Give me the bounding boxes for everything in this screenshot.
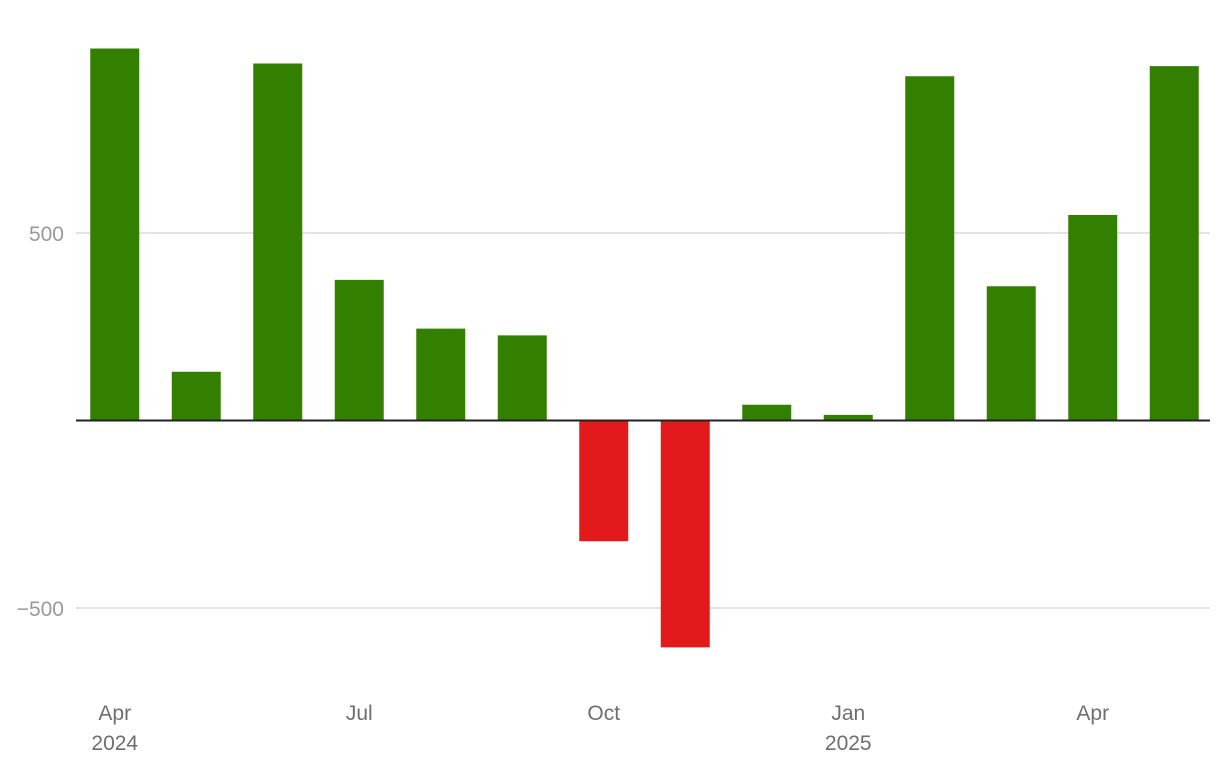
- bar: [334, 279, 384, 421]
- x-tick-label: Oct: [587, 702, 620, 725]
- bar: [1068, 215, 1118, 421]
- bar: [905, 76, 955, 421]
- bar: [416, 328, 466, 421]
- x-tick-label: Apr: [98, 702, 131, 725]
- bar: [497, 335, 547, 421]
- y-tick-label: −500: [17, 598, 64, 621]
- bar: [90, 48, 140, 421]
- y-tick-label: 500: [29, 223, 64, 246]
- bar: [1149, 66, 1199, 421]
- bar-layer: [90, 48, 1199, 648]
- label-layer: −500 500 Apr 2024 Jul Oct Jan 2025 Apr: [17, 223, 1109, 755]
- bar: [171, 371, 221, 421]
- x-tick-label: Jul: [346, 702, 373, 725]
- x-tick-year-label: 2024: [91, 732, 138, 755]
- bar: [986, 286, 1036, 421]
- bar: [253, 63, 303, 421]
- bar: [823, 414, 873, 421]
- bar: [579, 420, 629, 542]
- x-tick-label: Apr: [1076, 702, 1109, 725]
- bar: [742, 404, 792, 421]
- bar: [660, 420, 710, 648]
- x-tick-label: Jan: [831, 702, 865, 725]
- x-tick-year-label: 2025: [825, 732, 872, 755]
